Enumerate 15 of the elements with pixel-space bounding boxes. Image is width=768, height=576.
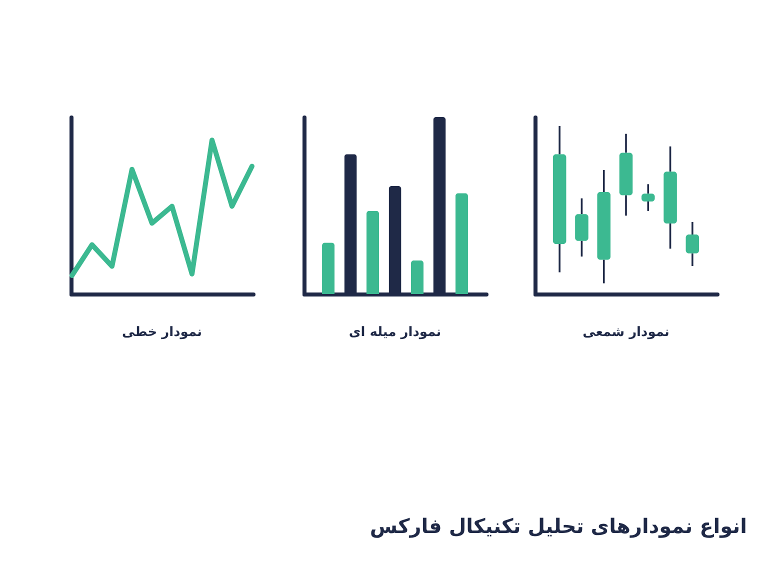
candlestick bbox=[552, 125, 566, 274]
bar bbox=[366, 210, 380, 294]
bar bbox=[322, 242, 335, 294]
candlestick bbox=[597, 169, 610, 284]
text: نمودار میله ای bbox=[348, 325, 442, 340]
candlestick bbox=[575, 197, 588, 258]
text: انواع نمودارهای تحلیل تکنیکال فارکس bbox=[370, 514, 747, 538]
text: نمودار شمعی bbox=[582, 325, 670, 340]
bar bbox=[455, 193, 468, 294]
candlestick bbox=[686, 221, 700, 267]
candlestick bbox=[664, 146, 677, 250]
text: نمودار خطی bbox=[122, 325, 202, 340]
candlestick bbox=[642, 183, 655, 212]
candlestick bbox=[619, 132, 633, 217]
bar bbox=[410, 260, 424, 294]
